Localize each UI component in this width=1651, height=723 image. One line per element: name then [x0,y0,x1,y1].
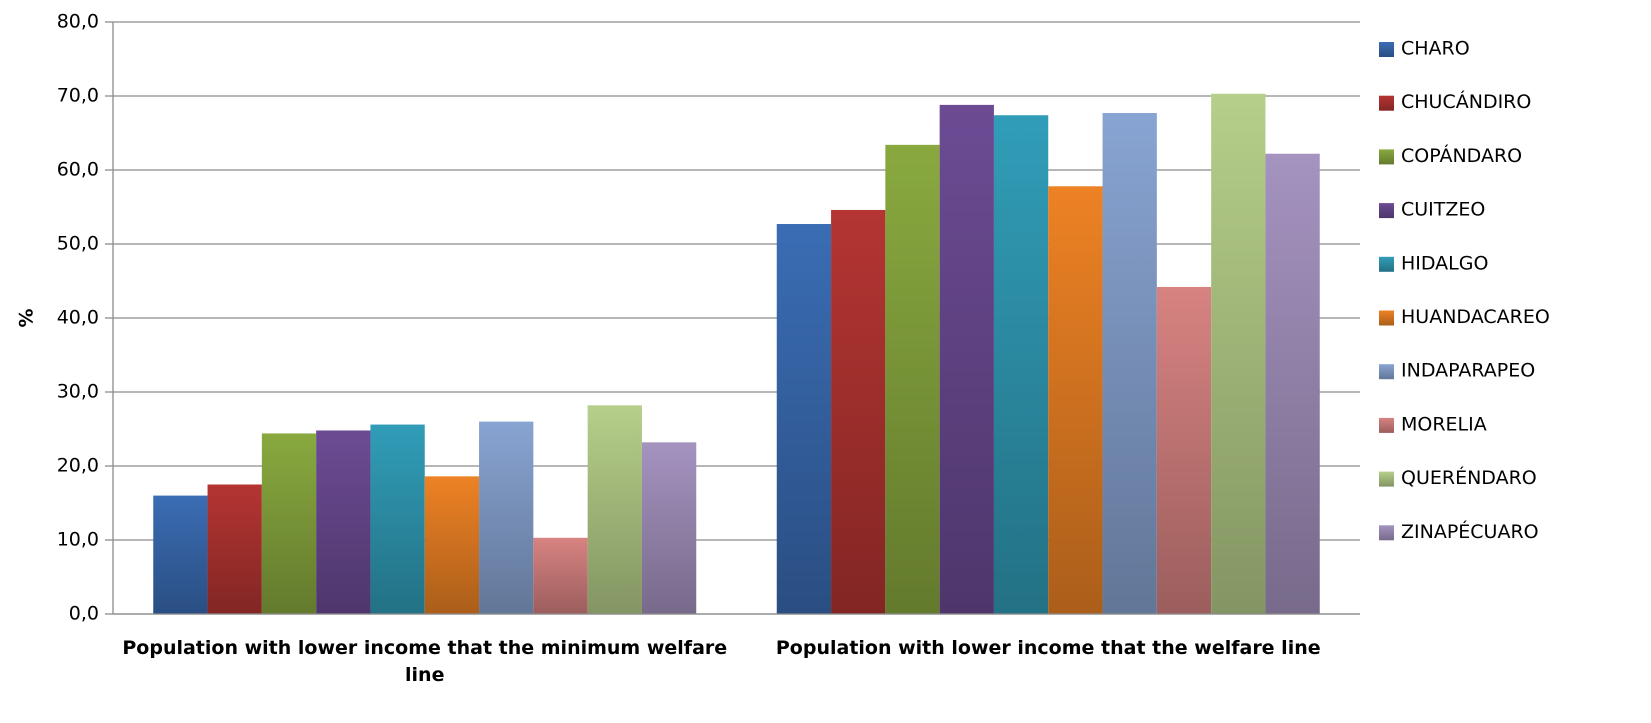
bars [153,94,1320,614]
y-tick-label: 40,0 [57,307,99,329]
legend-item: HUANDACAREO [1379,306,1550,328]
bar-queréndaro [588,405,642,614]
legend-swatch [1379,42,1394,57]
category-labels: Population with lower income that the mi… [122,637,1320,686]
legend-swatch [1379,364,1394,379]
category-label: Population with lower income that the we… [776,637,1321,659]
legend-label: MORELIA [1401,413,1487,435]
bar-zinapécuaro [1265,154,1319,614]
legend: CHARO CHUCÁNDIRO COPÁNDARO CUITZEO HIDALGO HU… [1379,38,1550,543]
bar-copándaro [262,433,316,614]
legend-swatch [1379,149,1394,164]
legend-label: CHUCÁNDIRO [1401,90,1531,113]
legend-swatch [1379,96,1394,111]
legend-item: INDAPARAPEO [1379,360,1535,382]
bar-morelia [533,538,587,614]
bar-cuitzeo [316,430,370,614]
bar-charo [153,496,207,614]
bar-chucándiro [208,485,262,615]
legend-item: CHARO [1379,38,1470,60]
legend-swatch [1379,203,1394,218]
bar-hidalgo [994,115,1048,614]
y-tick-label: 20,0 [57,455,99,477]
bar-huandacareo [425,476,479,614]
y-tick-label: 0,0 [69,603,99,625]
legend-swatch [1379,472,1394,487]
bar-cuitzeo [940,105,994,614]
legend-item: HIDALGO [1379,252,1488,274]
bar-morelia [1157,287,1211,614]
legend-label: COPÁNDARO [1401,144,1522,167]
legend-item: CHUCÁNDIRO [1379,90,1531,113]
y-tick-labels: 0,0 10,0 20,0 30,0 40,0 50,0 60,0 70,0 80,0 [57,11,99,625]
legend-item: QUERÉNDARO [1379,466,1537,489]
y-tick-label: 50,0 [57,233,99,255]
legend-item: MORELIA [1379,413,1487,435]
bar-charo [777,224,831,614]
bar-queréndaro [1211,94,1265,614]
bar-hidalgo [370,425,424,614]
legend-swatch [1379,257,1394,272]
legend-label: CHARO [1401,38,1470,60]
y-tick-label: 70,0 [57,85,99,107]
y-tick-label: 80,0 [57,11,99,33]
legend-item: CUITZEO [1379,199,1485,221]
legend-label: CUITZEO [1401,199,1485,221]
legend-label: INDAPARAPEO [1401,360,1535,382]
bar-indaparapeo [479,422,533,614]
legend-label: ZINAPÉCUARO [1401,520,1539,543]
legend-label: HIDALGO [1401,252,1488,274]
bar-copándaro [885,145,939,614]
y-tick-label: 30,0 [57,381,99,403]
y-tick-label: 60,0 [57,159,99,181]
legend-item: ZINAPÉCUARO [1379,520,1539,543]
bar-indaparapeo [1103,113,1157,614]
bar-huandacareo [1048,186,1102,614]
legend-swatch [1379,311,1394,326]
legend-swatch [1379,525,1394,540]
y-axis-label: % [16,308,38,327]
bar-zinapécuaro [642,442,696,614]
bar-chucándiro [831,210,885,614]
legend-label: HUANDACAREO [1401,306,1550,328]
legend-swatch [1379,418,1394,433]
y-tick-label: 10,0 [57,529,99,551]
legend-label: QUERÉNDARO [1401,466,1537,489]
category-label: Population with lower income that the mi… [122,637,727,686]
legend-item: COPÁNDARO [1379,144,1522,167]
